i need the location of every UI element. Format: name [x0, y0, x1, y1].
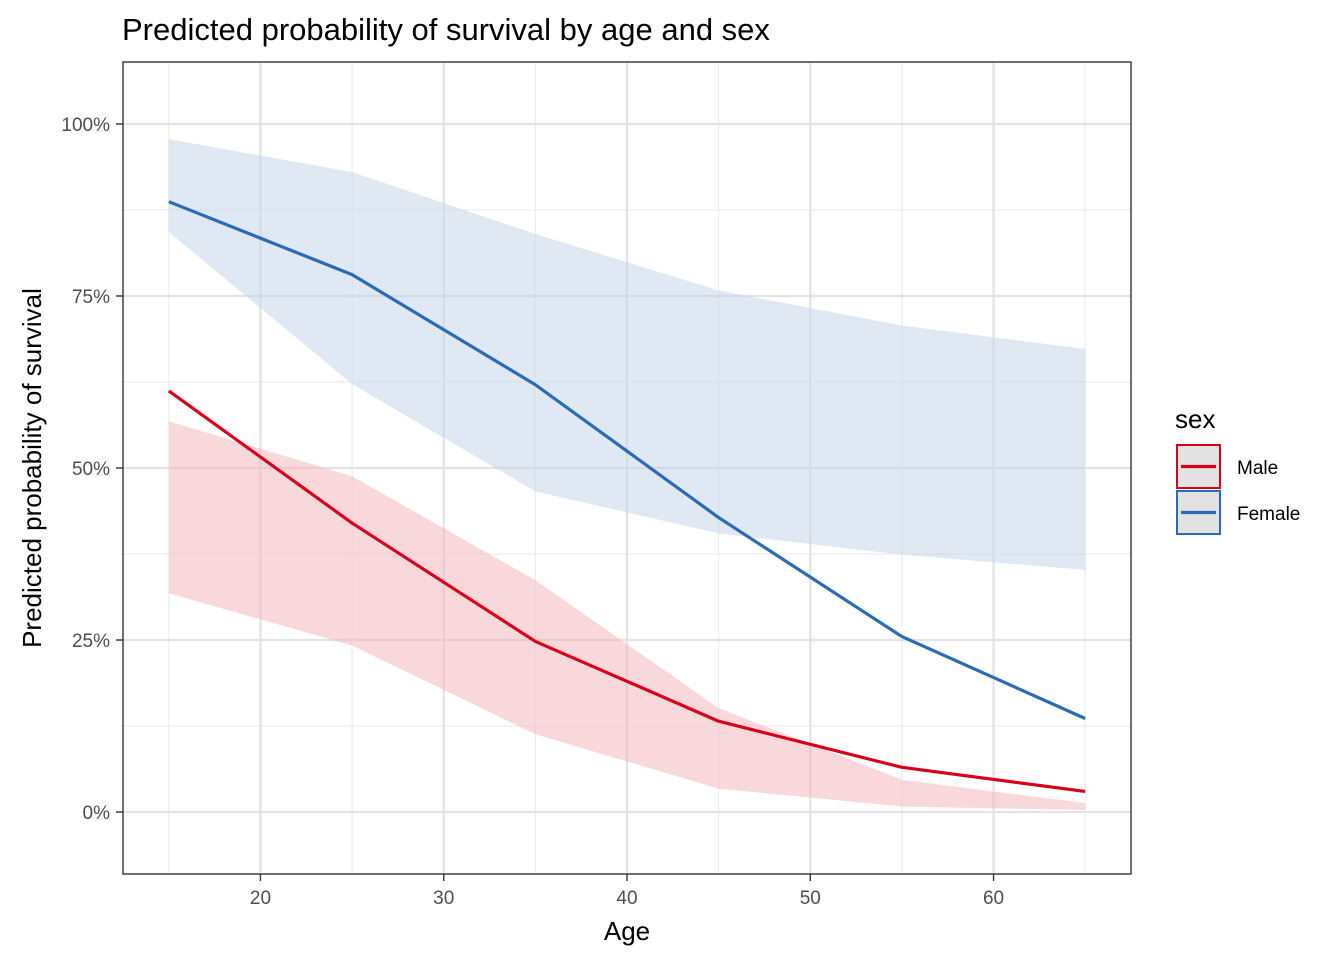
y-tick-label: 100% — [61, 115, 110, 136]
x-tick-label: 20 — [250, 888, 271, 909]
legend-key-male — [1176, 444, 1221, 489]
line-male — [167, 389, 1086, 794]
ribbon-female — [168, 139, 1086, 570]
legend-label-male: Male — [1237, 458, 1278, 479]
legend: sex Male Female — [1175, 404, 1300, 535]
y-axis-title: Predicted probability of survival — [17, 288, 47, 648]
x-tick-label: 40 — [616, 888, 637, 909]
legend-key-female — [1176, 490, 1221, 535]
y-tick-label: 0% — [83, 803, 111, 824]
legend-label-female: Female — [1237, 504, 1300, 525]
y-tick-label: 75% — [72, 287, 110, 308]
x-axis-title: Age — [604, 916, 650, 946]
line-female — [168, 200, 1086, 720]
y-tick-label: 50% — [72, 459, 110, 480]
ribbons — [168, 139, 1086, 811]
chart-title: Predicted probability of survival by age… — [122, 12, 770, 47]
x-tick-label: 30 — [433, 888, 454, 909]
series-lines — [167, 200, 1086, 794]
y-tick-label: 25% — [72, 631, 110, 652]
x-tick-label: 60 — [983, 888, 1004, 909]
x-tick-label: 50 — [800, 888, 821, 909]
ribbon-male — [168, 421, 1086, 811]
x-axis: 20 30 40 50 60 — [250, 874, 1004, 909]
legend-title: sex — [1175, 404, 1215, 434]
y-axis: 0% 25% 50% 75% 100% — [61, 115, 123, 824]
